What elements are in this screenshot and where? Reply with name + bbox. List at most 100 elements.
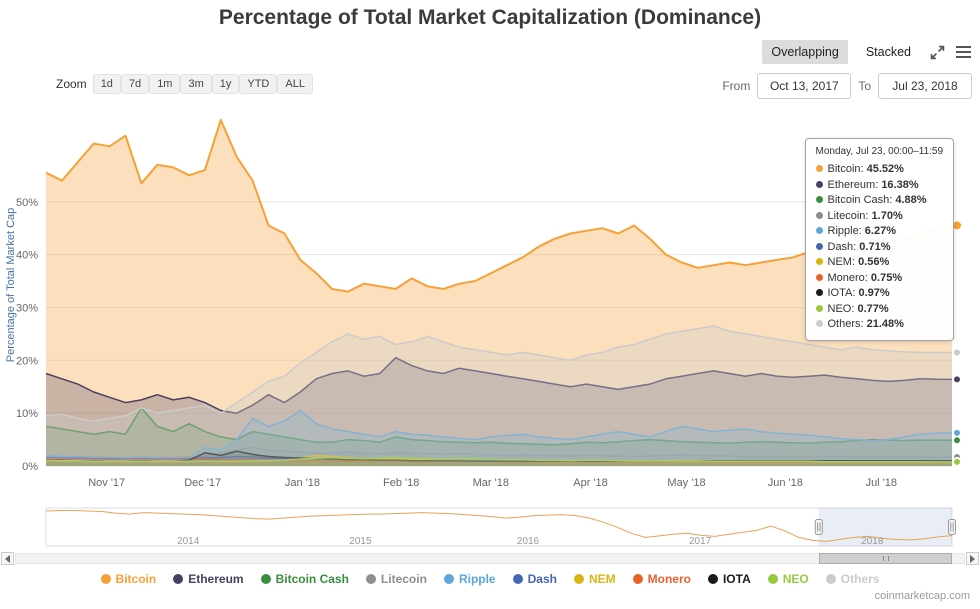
others-bullet-icon bbox=[815, 320, 823, 327]
tooltip-row-ripple: Ripple: 6.27% bbox=[815, 224, 944, 240]
navigator-left-handle[interactable] bbox=[814, 519, 823, 535]
zoom-buttons: 1d 7d 1m 3m 1y YTD ALL bbox=[92, 74, 313, 94]
navigator-selection[interactable] bbox=[818, 508, 952, 546]
series-area-ripple[interactable] bbox=[46, 410, 952, 467]
chart-tooltip: Monday, Jul 23, 00:00–11:59 Bitcoin: 45.… bbox=[804, 138, 954, 341]
legend-label: Bitcoin Cash bbox=[275, 572, 349, 586]
zoom-button-1y[interactable]: 1y bbox=[211, 74, 240, 94]
series-area-bitcoin-cash[interactable] bbox=[46, 407, 952, 466]
tooltip-row-monero: Monero: 0.75% bbox=[815, 271, 944, 287]
x-tick-label: Nov '17 bbox=[88, 477, 125, 489]
x-tick-label: Apr '18 bbox=[573, 477, 608, 489]
stacked-button[interactable]: Stacked bbox=[857, 40, 920, 64]
legend-item-neo[interactable]: NEO bbox=[767, 572, 809, 586]
scroll-right-button[interactable] bbox=[966, 552, 979, 565]
tooltip-row-nem: NEM: 0.56% bbox=[815, 255, 944, 271]
series-line-others[interactable] bbox=[45, 325, 953, 422]
legend-item-bitcoin[interactable]: Bitcoin bbox=[100, 572, 157, 586]
bitcoin-dot-icon bbox=[100, 574, 111, 584]
x-tick-label: Mar '18 bbox=[473, 477, 509, 489]
y-tick-label: 30% bbox=[16, 302, 38, 314]
x-tick-label: May '18 bbox=[667, 477, 705, 489]
right-arrow-icon bbox=[970, 554, 975, 563]
overlapping-button[interactable]: Overlapping bbox=[762, 40, 848, 64]
ethereum-dot-icon bbox=[173, 574, 184, 584]
legend-label: Bitcoin bbox=[115, 572, 157, 586]
legend-item-bitcoin-cash[interactable]: Bitcoin Cash bbox=[260, 572, 349, 586]
legend-label: Dash bbox=[527, 572, 557, 586]
series-line-bitcoin[interactable] bbox=[45, 118, 953, 293]
x-tick-label: Jan '18 bbox=[285, 477, 320, 489]
litecoin-bullet-icon bbox=[815, 211, 823, 219]
y-tick-label: 10% bbox=[16, 408, 38, 420]
x-tick-label: Jun '18 bbox=[768, 477, 803, 489]
nem-dot-icon bbox=[573, 574, 584, 584]
scrollbar-track[interactable] bbox=[15, 553, 965, 564]
legend-label: NEM bbox=[588, 572, 616, 586]
to-date-input[interactable] bbox=[878, 73, 972, 99]
zoom-button-all[interactable]: ALL bbox=[277, 74, 313, 94]
series-marker-ethereum[interactable] bbox=[953, 375, 961, 384]
series-line-ethereum[interactable] bbox=[45, 356, 953, 414]
tooltip-row-iota: IOTA: 0.97% bbox=[815, 286, 944, 302]
scrollbar bbox=[0, 552, 980, 565]
series-area-iota[interactable] bbox=[46, 451, 952, 466]
series-line-neo[interactable] bbox=[45, 456, 952, 463]
x-tick-label: Jul '18 bbox=[866, 477, 897, 489]
navigator-year-label: 2015 bbox=[349, 536, 372, 547]
y-axis-title: Percentage of Total Market Cap bbox=[5, 208, 17, 363]
y-tick-label: 40% bbox=[16, 250, 38, 262]
series-area-neo[interactable] bbox=[46, 457, 952, 467]
zoom-button-1d[interactable]: 1d bbox=[92, 74, 121, 94]
navigator-right-handle[interactable] bbox=[948, 519, 956, 535]
series-area-others[interactable] bbox=[46, 326, 952, 466]
zoom-button-ytd[interactable]: YTD bbox=[239, 74, 278, 94]
dash-dot-icon bbox=[512, 574, 523, 584]
legend-item-dash[interactable]: Dash bbox=[512, 572, 557, 586]
watermark: coinmarketcap.com bbox=[874, 590, 970, 602]
series-line-ripple[interactable] bbox=[45, 409, 953, 460]
navigator[interactable]: 2014 2015 2016 2017 2018 bbox=[0, 506, 980, 552]
navigator-year-label: 2017 bbox=[689, 536, 712, 547]
bitcoin-cash-bullet-icon bbox=[815, 196, 823, 203]
date-range: From To bbox=[722, 73, 972, 99]
series-marker-neo[interactable] bbox=[953, 457, 961, 466]
zoom-button-7d[interactable]: 7d bbox=[120, 74, 150, 94]
scrollbar-thumb[interactable] bbox=[819, 553, 952, 564]
legend-item-litecoin[interactable]: Litecoin bbox=[365, 572, 427, 586]
fullscreen-icon[interactable] bbox=[929, 44, 946, 60]
legend-item-ethereum[interactable]: Ethereum bbox=[173, 572, 244, 586]
scroll-left-button[interactable] bbox=[1, 552, 14, 565]
tooltip-row-bitcoin: Bitcoin: 45.52% bbox=[815, 162, 944, 178]
legend-label: Ethereum bbox=[188, 572, 244, 586]
legend-item-others[interactable]: Others bbox=[825, 572, 879, 586]
x-tick-label: Dec '17 bbox=[184, 477, 221, 489]
series-marker-ripple[interactable] bbox=[953, 428, 961, 437]
series-marker-bitcoin-cash[interactable] bbox=[953, 436, 961, 445]
legend-item-iota[interactable]: IOTA bbox=[707, 572, 751, 586]
y-tick-label: 0% bbox=[22, 461, 38, 473]
zoom-button-1m[interactable]: 1m bbox=[149, 74, 181, 94]
monero-dot-icon bbox=[632, 574, 643, 584]
series-marker-others[interactable] bbox=[953, 348, 961, 357]
series-line-bitcoin-cash[interactable] bbox=[45, 407, 953, 446]
series-area-ethereum[interactable] bbox=[46, 357, 952, 466]
tooltip-row-bitcoin-cash: Bitcoin Cash: 4.88% bbox=[815, 193, 944, 209]
legend-item-ripple[interactable]: Ripple bbox=[443, 572, 496, 586]
zoom-button-3m[interactable]: 3m bbox=[180, 74, 212, 94]
y-tick-label: 20% bbox=[16, 355, 38, 367]
page-title: Percentage of Total Market Capitalizatio… bbox=[218, 6, 762, 29]
from-date-input[interactable] bbox=[757, 73, 852, 99]
tooltip-row-ethereum: Ethereum: 16.38% bbox=[815, 178, 944, 194]
legend-item-nem[interactable]: NEM bbox=[573, 572, 616, 586]
to-label: To bbox=[858, 79, 871, 93]
main-chart[interactable]: 0% 10% 20% 30% 40% 50% Nov '17 Dec '17 Jan '18 Fe… bbox=[0, 98, 980, 494]
dash-bullet-icon bbox=[815, 242, 823, 250]
neo-dot-icon bbox=[767, 574, 778, 584]
menu-icon[interactable] bbox=[955, 44, 972, 60]
legend: Bitcoin Ethereum Bitcoin Cash Litecoin Rippl… bbox=[0, 572, 980, 586]
navigator-year-label: 2014 bbox=[177, 536, 200, 547]
zoom-label: Zoom bbox=[56, 77, 87, 91]
legend-item-monero[interactable]: Monero bbox=[632, 572, 691, 586]
